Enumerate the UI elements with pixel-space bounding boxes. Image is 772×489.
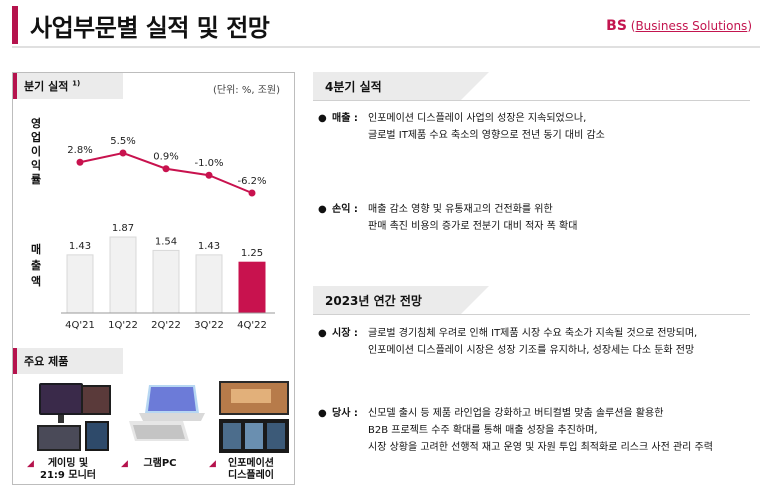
q4-bullet-revenue: ● 매출 : 인포메이션 디스플레이 사업의 성장은 지속되었으나, 글로벌 I… <box>318 110 748 144</box>
title-divider <box>12 46 760 48</box>
division-open-paren: ( <box>630 19 636 33</box>
division-full: Business Solutions <box>635 19 748 33</box>
products-title: 주요 제품 <box>24 355 69 368</box>
revenue-value-label: 1.43 <box>69 241 91 252</box>
unit-label: (단위: %, 조원) <box>212 85 280 96</box>
quarterly-results-title: 분기 실적 <box>24 80 69 93</box>
category-axis: 4Q'21 1Q'22 2Q'22 3Q'22 4Q'22 <box>65 320 267 331</box>
bullet-dot-icon: ● <box>318 204 327 215</box>
outlook-bullet-market: ● 시장 : 글로벌 경기침체 우려로 인해 IT제품 시장 수요 축소가 지속… <box>318 325 758 359</box>
q4-results-title: 4분기 실적 <box>325 80 382 94</box>
outlook-header: 2023년 연간 전망 <box>313 286 489 314</box>
footnote-marker: 1) <box>72 79 81 88</box>
bullet-key: 당사 : <box>332 408 358 419</box>
category-label: 4Q'22 <box>237 320 267 331</box>
q4-bullet-profit: ● 손익 : 매출 감소 영향 및 유통재고의 건전화를 위한 판매 촉진 비용… <box>318 201 748 235</box>
revenue-bar <box>238 261 266 314</box>
bullet-line: 인포메이션 디스플레이 시장은 성장 기조를 유지하나, 성장세는 다소 둔화 … <box>368 345 695 356</box>
revenue-bar <box>109 236 137 314</box>
bullet-key: 매출 : <box>332 113 358 124</box>
division-label: BS (Business Solutions) <box>606 18 752 34</box>
category-label: 2Q'22 <box>151 320 181 331</box>
division-short: BS <box>606 18 627 34</box>
bullet-dot-icon: ● <box>318 328 327 339</box>
product-caption-line: 그램PC <box>143 458 177 469</box>
bullet-line: 글로벌 경기침체 우려로 인해 IT제품 시장 수요 축소가 지속될 것으로 전… <box>368 328 698 339</box>
bullet-dot-icon: ● <box>318 408 327 419</box>
product-caption-display: ◢ 인포메이션 디스플레이 <box>209 458 289 482</box>
revenue-bar <box>152 249 180 314</box>
op-margin-series: 2.8% 5.5% 0.9% -1.0% -6.2% <box>67 136 267 197</box>
bullet-dot-icon: ● <box>318 113 327 124</box>
op-margin-point <box>248 189 256 197</box>
category-label: 1Q'22 <box>108 320 138 331</box>
outlook-title: 2023년 연간 전망 <box>325 294 422 308</box>
q4-results-header: 4분기 실적 <box>313 72 489 100</box>
revenue-series: 1.43 1.87 1.54 1.43 1.25 <box>61 223 275 314</box>
bullet-line: 인포메이션 디스플레이 사업의 성장은 지속되었으나, <box>368 113 587 124</box>
op-margin-point <box>162 165 170 173</box>
bullet-line: 글로벌 IT제품 수요 축소의 영향으로 전년 동기 대비 감소 <box>368 130 605 141</box>
q4-results-rule <box>313 100 750 101</box>
product-caption-line: 게이밍 및 <box>47 458 89 469</box>
op-margin-point <box>119 149 127 157</box>
gram-laptop-image <box>129 385 205 441</box>
revenue-bar <box>66 254 94 314</box>
bullet-line: 판매 촉진 비용의 증가로 전분기 대비 적자 폭 확대 <box>368 221 578 232</box>
revenue-value-label: 1.43 <box>198 241 220 252</box>
revenue-value-label: 1.25 <box>241 248 263 259</box>
op-margin-point <box>76 158 84 166</box>
products-header: 주요 제품 <box>13 348 123 374</box>
category-label: 4Q'21 <box>65 320 95 331</box>
bullet-key: 손익 : <box>332 204 358 215</box>
product-caption-line: 인포메이션 <box>228 458 274 469</box>
gaming-monitor-image <box>37 383 111 451</box>
op-margin-value-label: 2.8% <box>67 145 92 156</box>
op-margin-value-label: 0.9% <box>153 152 178 163</box>
bullet-line: 신모델 출시 등 제품 라인업을 강화하고 버티컬별 맞춤 솔루션을 활용한 <box>368 408 664 419</box>
product-caption-line: 디스플레이 <box>228 470 274 481</box>
revenue-value-label: 1.54 <box>155 236 177 247</box>
op-margin-value-label: -6.2% <box>237 176 266 187</box>
bullet-line: 매출 감소 영향 및 유통재고의 건전화를 위한 <box>368 204 553 215</box>
quarterly-results-header: 분기 실적 1) <box>13 73 123 99</box>
category-label: 3Q'22 <box>194 320 224 331</box>
outlook-bullet-company: ● 당사 : 신모델 출시 등 제품 라인업을 강화하고 버티컬별 맞춤 솔루션… <box>318 405 758 456</box>
division-close-paren: ) <box>747 19 752 33</box>
products-area: ◢ 게이밍 및 21:9 모니터 ◢ 그램PC ◢ 인포메이션 디스플레이 <box>13 375 294 485</box>
page-title: 사업부문별 실적 및 전망 <box>30 14 270 42</box>
bullet-key: 시장 : <box>332 328 358 339</box>
revenue-value-label: 1.87 <box>112 223 134 234</box>
revenue-bar <box>195 254 223 314</box>
bullet-line: 시장 상황을 고려한 선행적 재고 운영 및 자원 투입 최적화로 리스크 사전… <box>368 442 713 453</box>
product-caption-line: 21:9 모니터 <box>40 470 96 481</box>
outlook-rule <box>313 314 750 315</box>
product-caption-monitor: ◢ 게이밍 및 21:9 모니터 <box>27 458 105 482</box>
bullet-line: B2B 프로젝트 수주 확대를 통해 매출 성장을 추진하며, <box>368 425 598 436</box>
information-display-image <box>219 381 289 453</box>
op-margin-point <box>205 171 213 179</box>
title-accent-bar <box>12 6 18 44</box>
op-margin-value-label: -1.0% <box>194 158 223 169</box>
product-caption-gram: ◢ 그램PC <box>121 458 195 470</box>
op-margin-value-label: 5.5% <box>110 136 135 147</box>
